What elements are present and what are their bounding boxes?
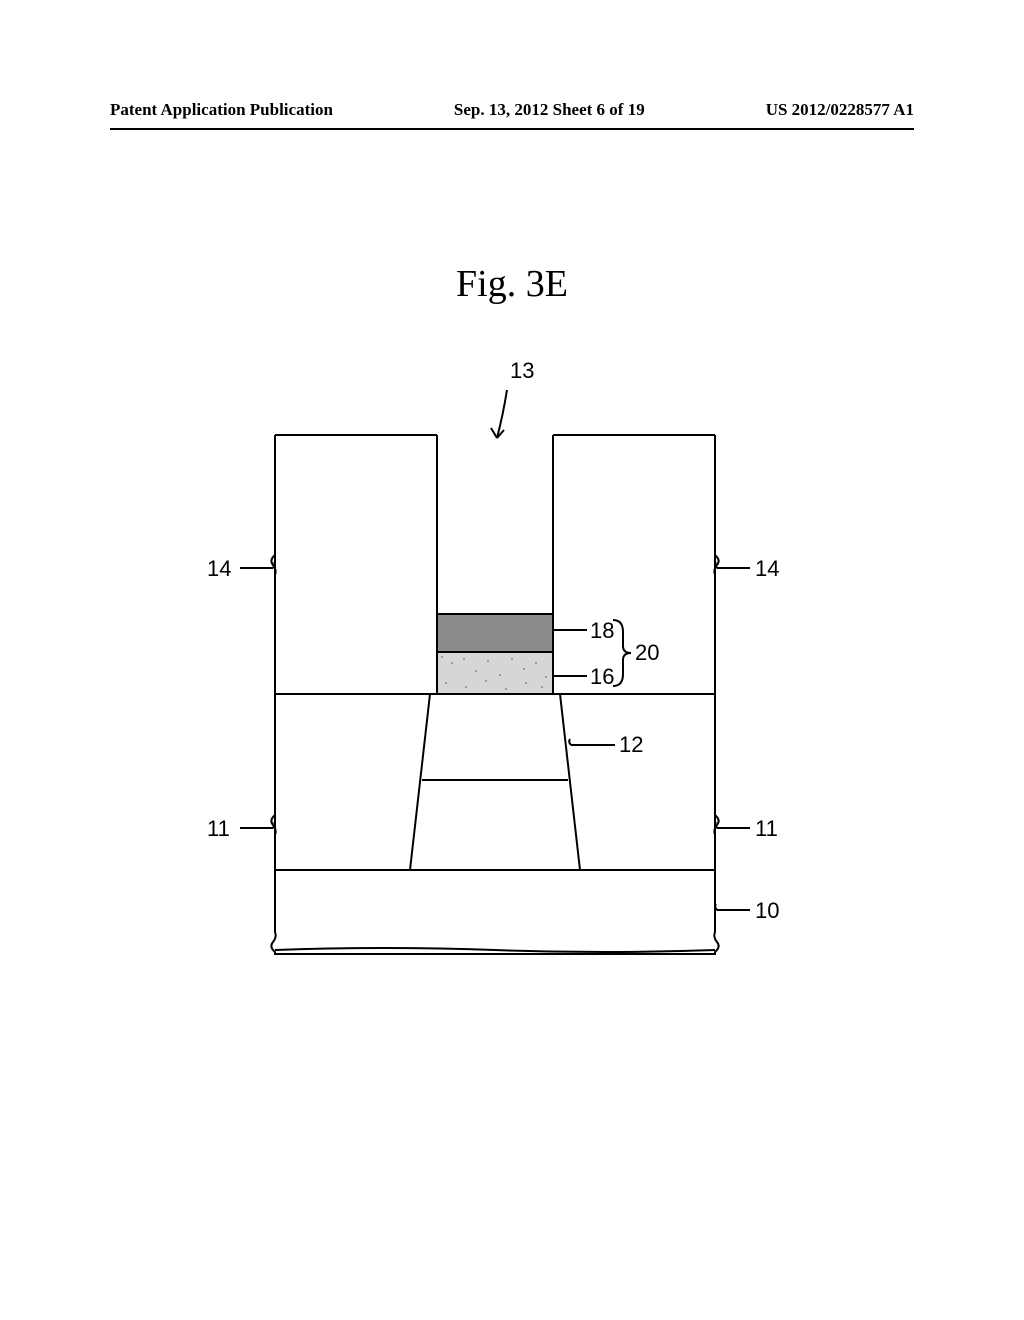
layer-10 [271, 870, 718, 954]
header-right: US 2012/0228577 A1 [766, 100, 914, 120]
label-11-right: 11 [755, 816, 778, 842]
label-10: 10 [755, 898, 779, 924]
layer-12-plug [410, 694, 580, 870]
label-12: 12 [619, 732, 643, 758]
layer-16 [437, 652, 553, 694]
label-18: 18 [590, 618, 614, 644]
left-column [271, 435, 437, 870]
leader-14-right [715, 562, 750, 568]
header-left: Patent Application Publication [110, 100, 333, 120]
leader-10 [715, 904, 750, 910]
layer-18 [437, 614, 553, 652]
label-11-left: 11 [207, 816, 230, 842]
figure-title: Fig. 3E [0, 262, 1024, 306]
brace-20 [613, 620, 631, 686]
cross-section-diagram: 13 14 14 18 20 16 12 11 11 10 [235, 370, 755, 990]
leader-11-right [715, 822, 750, 828]
label-14-right: 14 [755, 556, 779, 582]
leader-14-left [240, 562, 275, 568]
label-14-left: 14 [207, 556, 231, 582]
label-13: 13 [510, 358, 534, 384]
page-header: Patent Application Publication Sep. 13, … [0, 100, 1024, 120]
label-16: 16 [590, 664, 614, 690]
header-rule [110, 128, 914, 130]
layer-11-left [275, 780, 430, 870]
leader-11-left [240, 822, 275, 828]
header-center: Sep. 13, 2012 Sheet 6 of 19 [454, 100, 645, 120]
leader-12 [569, 739, 615, 745]
label-20: 20 [635, 640, 659, 666]
leader-13 [491, 390, 507, 438]
